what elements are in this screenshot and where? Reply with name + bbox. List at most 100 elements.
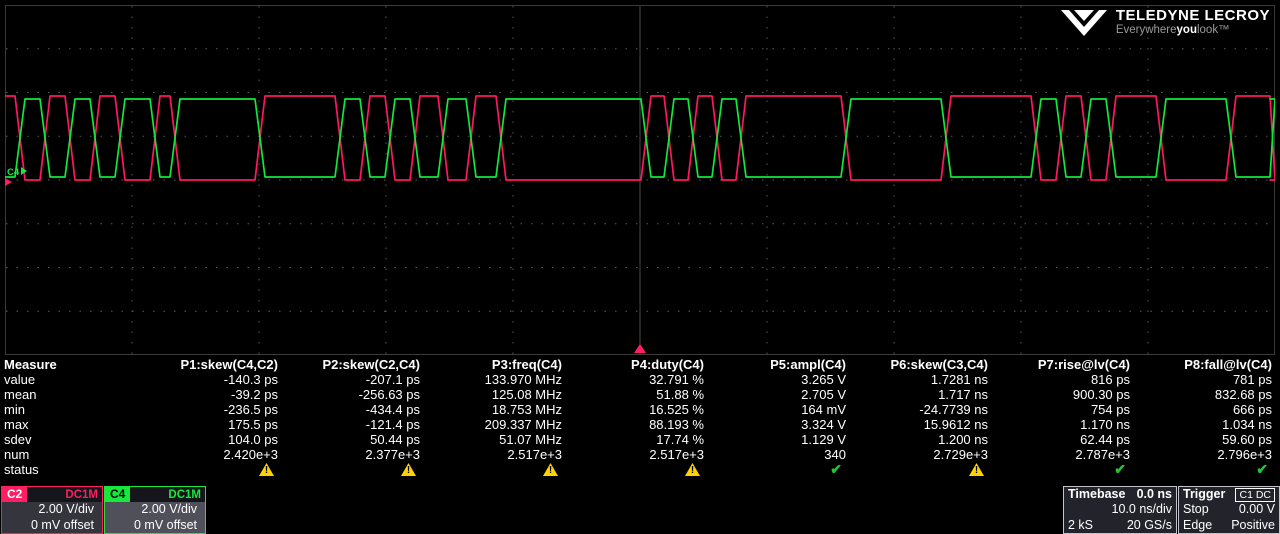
measure-max-p7: 1.170 ns: [1080, 417, 1130, 432]
measure-col-header-p7[interactable]: P7:rise@lv(C4): [1037, 357, 1130, 372]
check-icon: ✔: [830, 461, 842, 477]
measure-num-p1: 2.420e+3: [223, 447, 278, 462]
timebase-rate: 20 GS/s: [1126, 517, 1172, 532]
timebase-delay: 0.0 ns: [1136, 487, 1172, 502]
measure-value-p2: -207.1 ps: [365, 372, 420, 387]
timebase-descriptor[interactable]: Timebase 0.0 ns 10.0 ns/div 2 kS 20 GS/s: [1063, 486, 1177, 534]
measure-row-label-status: status: [4, 462, 39, 477]
measure-value-p1: -140.3 ps: [223, 372, 278, 387]
measure-col-header-p5[interactable]: P5:ampl(C4): [770, 357, 846, 372]
trigger-label: Trigger: [1183, 487, 1226, 502]
c2-zero-marker[interactable]: [5, 178, 12, 186]
measure-num-p4: 2.517e+3: [649, 447, 704, 462]
measure-mean-p1: -39.2 ps: [231, 387, 278, 402]
measure-mean-p3: 125.08 MHz: [491, 387, 562, 402]
measure-col-header-p6[interactable]: P6:skew(C3,C4): [890, 357, 988, 372]
channel-descriptor-c2[interactable]: C2 DC1M 2.00 V/div 0 mV offset: [1, 486, 103, 534]
waveform-display: C4: [5, 5, 1275, 355]
measure-value-p4: 32.791 %: [649, 372, 704, 387]
measure-col-header-p3[interactable]: P3:freq(C4): [491, 357, 562, 372]
c4-vdiv: 2.00 V/div: [141, 502, 197, 516]
measure-num-p8: 2.796e+3: [1217, 447, 1272, 462]
measure-num-p5: 340: [824, 447, 846, 462]
measure-col-header-p4[interactable]: P4:duty(C4): [631, 357, 704, 372]
timebase-tdiv: 10.0 ns/div: [1111, 502, 1172, 517]
waveform-trace-c4: [5, 98, 1275, 178]
measure-col-header-p1[interactable]: P1:skew(C4,C2): [180, 357, 278, 372]
measure-row-label-sdev: sdev: [4, 432, 32, 447]
measure-sdev-p6: 1.200 ns: [938, 432, 988, 447]
c4-title-bar: C4 DC1M: [105, 487, 205, 502]
measure-row-label-value: value: [4, 372, 36, 387]
teledyne-lecroy-logo: TELEDYNE LECROY Everywhereyoulook™: [1060, 7, 1270, 38]
measure-col-header-p2[interactable]: P2:skew(C2,C4): [322, 357, 420, 372]
c4-offset: 0 mV offset: [134, 517, 197, 532]
measure-sdev-p2: 50.44 ps: [370, 432, 420, 447]
measure-status-p4: !: [568, 462, 710, 477]
channel-descriptor-c4[interactable]: C4 DC1M 2.00 V/div 0 mV offset: [104, 486, 206, 534]
measure-min-p3: 18.753 MHz: [491, 402, 562, 417]
measure-sdev-p7: 62.44 ps: [1080, 432, 1130, 447]
measure-max-p2: -121.4 ps: [365, 417, 420, 432]
trigger-level: 0.00 V: [1238, 502, 1275, 517]
timebase-samples: 2 kS: [1068, 517, 1094, 532]
measure-status-p2: !: [284, 462, 426, 477]
measure-value-p6: 1.7281 ns: [930, 372, 988, 387]
c2-title-bar: C2 DC1M: [2, 487, 102, 502]
trigger-type: Edge: [1183, 517, 1213, 532]
measure-sdev-p3: 51.07 MHz: [499, 432, 562, 447]
measure-sdev-p4: 17.74 %: [656, 432, 704, 447]
measure-row-label-mean: mean: [4, 387, 37, 402]
measure-min-p4: 16.525 %: [649, 402, 704, 417]
warning-icon: !: [259, 463, 274, 476]
brand-name: TELEDYNE LECROY: [1115, 7, 1270, 24]
measure-num-p6: 2.729e+3: [933, 447, 988, 462]
measure-max-p5: 3.324 V: [801, 417, 846, 432]
measure-value-p8: 781 ps: [1232, 372, 1272, 387]
measure-status-p6: !: [852, 462, 994, 477]
c2-vdiv: 2.00 V/div: [38, 502, 94, 516]
measure-mean-p6: 1.717 ns: [938, 387, 988, 402]
measure-status-p8: ✔: [1136, 462, 1278, 477]
measure-status-p7: ✔: [994, 462, 1136, 477]
measure-mean-p5: 2.705 V: [801, 387, 846, 402]
waveform-trace-c2: [5, 95, 1275, 181]
measure-row-label-max: max: [4, 417, 29, 432]
measure-value-p7: 816 ps: [1090, 372, 1130, 387]
c2-label: C2: [2, 487, 28, 502]
measure-value-p5: 3.265 V: [801, 372, 846, 387]
measure-sdev-p8: 59.60 ps: [1222, 432, 1272, 447]
warning-icon: !: [969, 463, 984, 476]
measure-row-label-min: min: [4, 402, 25, 417]
trigger-slope: Positive: [1231, 517, 1275, 532]
c4-zero-marker[interactable]: C4: [7, 167, 20, 178]
trigger-time-marker[interactable]: [634, 344, 646, 353]
brand-tagline: Everywhereyoulook™: [1115, 24, 1230, 36]
measure-max-p4: 88.193 %: [649, 417, 704, 432]
check-icon: ✔: [1114, 461, 1126, 477]
timebase-label: Timebase: [1068, 487, 1126, 502]
measure-col-header-p8[interactable]: P8:fall@lv(C4): [1184, 357, 1272, 372]
measure-mean-p2: -256.63 ps: [358, 387, 420, 402]
trigger-descriptor[interactable]: Trigger C1 DC Stop 0.00 V Edge Positive: [1178, 486, 1280, 534]
c4-coupling: DC1M: [168, 488, 201, 501]
measure-min-p6: -24.7739 ns: [919, 402, 988, 417]
measure-min-p7: 754 ps: [1090, 402, 1130, 417]
check-icon: ✔: [1256, 461, 1268, 477]
c2-offset: 0 mV offset: [31, 517, 94, 532]
warning-icon: !: [401, 463, 416, 476]
warning-icon: !: [543, 463, 558, 476]
measure-num-p3: 2.517e+3: [507, 447, 562, 462]
measure-status-p3: !: [426, 462, 568, 477]
trigger-mode: Stop: [1183, 502, 1209, 517]
measure-header-label: Measure: [4, 357, 57, 372]
measure-max-p1: 175.5 ps: [228, 417, 278, 432]
measure-mean-p4: 51.88 %: [656, 387, 704, 402]
scope-grid: C4: [5, 5, 1275, 355]
measure-min-p8: 666 ps: [1232, 402, 1272, 417]
c4-label: C4: [105, 487, 131, 502]
measure-mean-p8: 832.68 ps: [1214, 387, 1272, 402]
measure-max-p8: 1.034 ns: [1222, 417, 1272, 432]
measure-sdev-p1: 104.0 ps: [228, 432, 278, 447]
